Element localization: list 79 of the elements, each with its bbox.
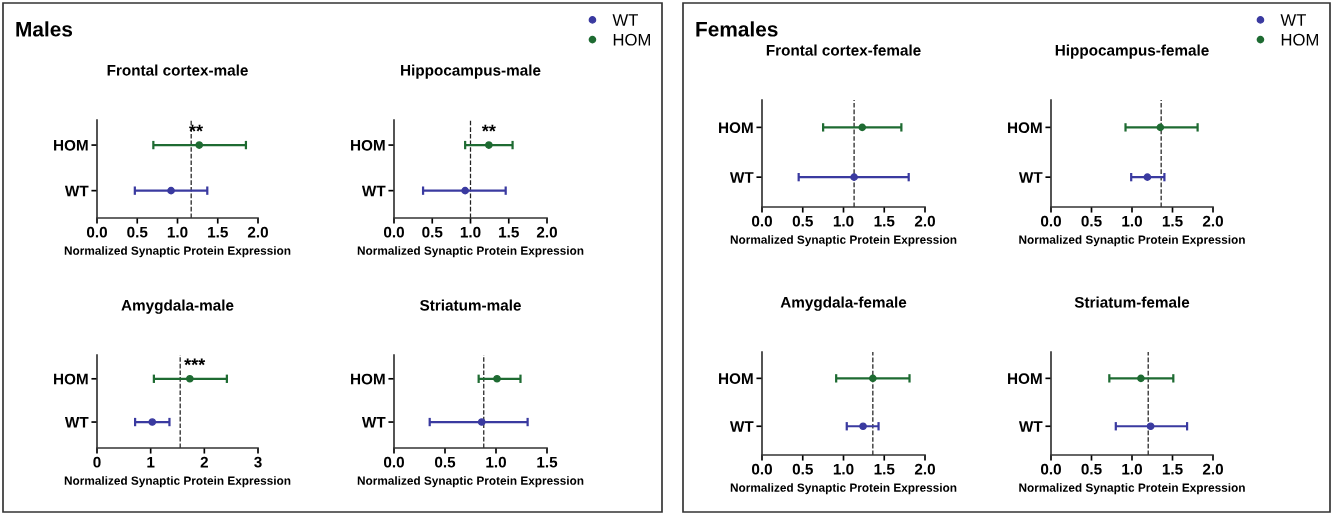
legend-label: HOM — [1281, 33, 1318, 46]
x-tick-label: 1.5 — [1162, 463, 1183, 475]
x-tick-label: 1.0 — [1122, 463, 1142, 475]
text: Males — [16, 21, 73, 37]
x-tick-label: 3 — [254, 456, 262, 468]
legend-label: WT — [612, 14, 638, 26]
chart-title: Frontal cortex-female — [766, 44, 921, 56]
x-tick-label: 0.5 — [422, 226, 443, 238]
x-tick-label: 0.0 — [86, 226, 107, 238]
x-tick-label: 1.5 — [874, 463, 895, 475]
x-tick-label: 2.0 — [1202, 215, 1223, 227]
x-axis-title: Normalized Synaptic Protein Expression — [730, 235, 957, 247]
y-tick-label: HOM — [54, 373, 88, 385]
y-tick-label: WT — [361, 185, 386, 197]
legend-label: WT — [1280, 14, 1306, 26]
x-tick-label: 0 — [93, 456, 101, 468]
x-tick-label: 0.0 — [383, 226, 404, 238]
chart-title: Frontal cortex-male — [107, 64, 248, 76]
x-axis-title: Normalized Synaptic Protein Expression — [357, 476, 584, 488]
y-tick-label: WT — [361, 417, 386, 428]
x-tick-label: 1.5 — [499, 226, 519, 238]
chart-title: Amygdala-female — [780, 296, 907, 311]
x-axis-title: Normalized Synaptic Protein Expression — [730, 483, 957, 495]
x-axis-title: Normalized Synaptic Protein Expression — [1019, 483, 1245, 495]
text: Females — [696, 21, 778, 37]
y-tick-label: WT — [64, 417, 89, 428]
y-tick-label: HOM — [719, 373, 753, 385]
x-tick-label: 2.0 — [914, 215, 935, 227]
chart-title: Amygdala-male — [121, 299, 234, 314]
x-tick-label: 1.0 — [486, 456, 506, 468]
x-axis-title: Normalized Synaptic Protein Expression — [64, 246, 291, 258]
x-tick-label: 1.0 — [460, 226, 481, 238]
x-tick-label: 2.0 — [247, 226, 268, 238]
x-tick-label: 0.5 — [1081, 463, 1102, 475]
x-tick-label: 1.5 — [208, 226, 228, 238]
x-tick-label: 0.5 — [434, 456, 456, 468]
y-tick-label: WT — [729, 172, 754, 183]
y-tick-label: HOM — [54, 139, 88, 151]
chart-title: Striatum-female — [1074, 296, 1190, 308]
x-tick-label: 2.0 — [536, 226, 557, 238]
chart-title: Hippocampus-female — [1055, 44, 1209, 59]
x-tick-label: 0.5 — [1081, 215, 1102, 227]
annotation: ** — [481, 124, 496, 132]
y-tick-label: WT — [64, 185, 89, 197]
annotation: ** — [189, 124, 204, 132]
x-tick-label: 0.0 — [1040, 463, 1061, 475]
x-tick-label: 0.0 — [1040, 215, 1061, 227]
y-tick-label: HOM — [719, 122, 753, 134]
y-tick-label: WT — [729, 421, 754, 432]
x-tick-label: 0.5 — [792, 215, 813, 227]
x-tick-label: 0.5 — [127, 226, 148, 238]
y-tick-label: HOM — [1008, 122, 1042, 134]
y-tick-label: WT — [1018, 421, 1043, 432]
x-axis-title: Normalized Synaptic Protein Expression — [357, 246, 584, 258]
y-tick-label: WT — [1018, 172, 1043, 183]
y-tick-label: HOM — [351, 139, 385, 151]
annotation: *** — [184, 358, 206, 366]
x-tick-label: 1.5 — [1162, 215, 1183, 227]
x-tick-label: 0.0 — [751, 463, 772, 475]
x-tick-label: 0.0 — [383, 456, 404, 468]
x-tick-label: 2.0 — [914, 463, 935, 475]
x-tick-label: 2.0 — [1202, 463, 1223, 475]
x-tick-label: 1.0 — [167, 226, 188, 238]
x-tick-label: 0.0 — [751, 215, 772, 227]
x-tick-label: 1.0 — [833, 215, 854, 227]
x-tick-label: 1.0 — [833, 463, 854, 475]
x-tick-label: 1.0 — [1122, 215, 1142, 227]
x-tick-label: 1.5 — [874, 215, 895, 227]
x-tick-label: 1.5 — [537, 456, 558, 468]
legend-label: HOM — [613, 33, 650, 46]
x-tick-label: 0.5 — [792, 463, 813, 475]
y-tick-label: HOM — [351, 373, 385, 385]
x-tick-label: 2 — [200, 456, 208, 468]
x-tick-label: 1 — [147, 456, 155, 468]
x-axis-title: Normalized Synaptic Protein Expression — [64, 476, 291, 488]
x-axis-title: Normalized Synaptic Protein Expression — [1019, 235, 1245, 247]
chart-title: Striatum-male — [420, 299, 521, 311]
y-tick-label: HOM — [1008, 373, 1042, 385]
chart-title: Hippocampus-male — [401, 64, 541, 79]
